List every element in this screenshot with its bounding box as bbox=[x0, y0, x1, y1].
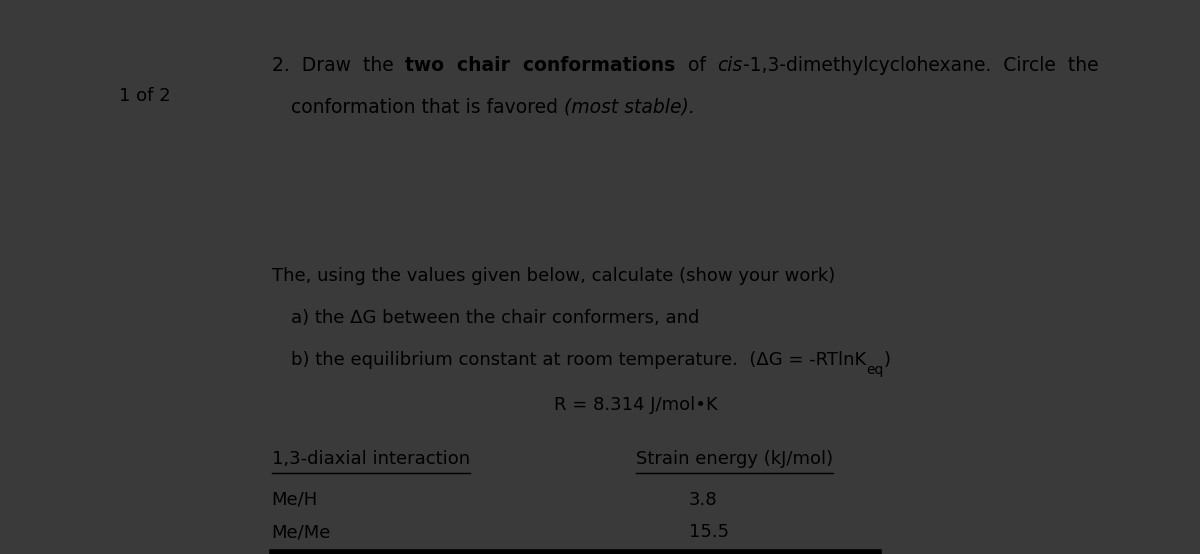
Text: b) the equilibrium constant at room temperature.  (ΔG = -RTlnK: b) the equilibrium constant at room temp… bbox=[290, 351, 866, 370]
Text: -1,3-dimethylcyclohexane.  Circle  the: -1,3-dimethylcyclohexane. Circle the bbox=[743, 56, 1098, 75]
Text: Me/H: Me/H bbox=[271, 491, 318, 509]
Text: a) the ΔG between the chair conformers, and: a) the ΔG between the chair conformers, … bbox=[290, 309, 700, 326]
Text: 3.8: 3.8 bbox=[689, 491, 718, 509]
Text: 2.  Draw  the: 2. Draw the bbox=[271, 56, 406, 75]
Text: (most stable).: (most stable). bbox=[564, 98, 695, 117]
Text: R = 8.314 J/mol•K: R = 8.314 J/mol•K bbox=[554, 396, 718, 414]
Text: The, using the values given below, calculate (show your work): The, using the values given below, calcu… bbox=[271, 267, 835, 285]
Text: 15.5: 15.5 bbox=[689, 523, 728, 541]
Text: ): ) bbox=[883, 351, 890, 370]
Text: of: of bbox=[676, 56, 718, 75]
Text: two  chair  conformations: two chair conformations bbox=[406, 56, 676, 75]
Text: eq: eq bbox=[866, 363, 883, 377]
Text: 1 of 2: 1 of 2 bbox=[119, 88, 170, 105]
Text: Me/Me: Me/Me bbox=[271, 523, 331, 541]
Text: 1,3-diaxial interaction: 1,3-diaxial interaction bbox=[271, 450, 470, 468]
Text: conformation that is favored: conformation that is favored bbox=[290, 98, 564, 117]
Text: cis: cis bbox=[718, 56, 743, 75]
Text: Strain energy (kJ/mol): Strain energy (kJ/mol) bbox=[636, 450, 833, 468]
